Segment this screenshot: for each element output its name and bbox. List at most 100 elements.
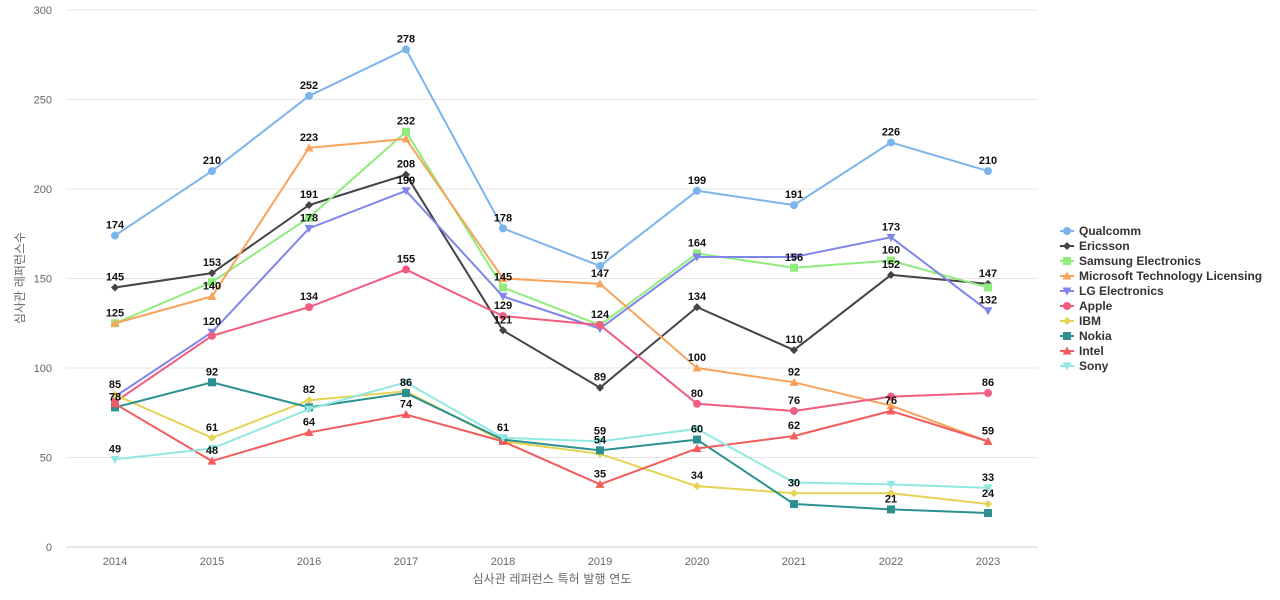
data-point[interactable]: [207, 445, 217, 454]
data-point[interactable]: [304, 405, 314, 414]
data-point[interactable]: [111, 403, 119, 412]
data-point[interactable]: [692, 253, 702, 262]
data-point[interactable]: [111, 231, 119, 240]
legend-label: LG Electronics: [1079, 284, 1164, 298]
data-point[interactable]: [692, 363, 702, 372]
data-point[interactable]: [693, 186, 701, 195]
legend-item[interactable]: Sony: [1060, 359, 1109, 373]
legend-item[interactable]: Intel: [1060, 344, 1104, 358]
data-point[interactable]: [305, 91, 313, 100]
data-point[interactable]: [692, 425, 702, 434]
data-point[interactable]: [401, 187, 411, 196]
data-point[interactable]: [596, 446, 604, 455]
legend-item[interactable]: IBM: [1060, 314, 1101, 328]
data-point[interactable]: [984, 508, 992, 517]
data-point[interactable]: [886, 406, 896, 415]
data-point[interactable]: [498, 434, 508, 443]
data-point[interactable]: [886, 480, 896, 489]
data-point[interactable]: [984, 283, 992, 292]
data-point[interactable]: [596, 383, 604, 392]
data-point[interactable]: [789, 479, 799, 488]
data-point[interactable]: [499, 224, 507, 233]
data-point[interactable]: [498, 292, 508, 301]
data-point[interactable]: [790, 406, 798, 415]
data-point[interactable]: [789, 377, 799, 386]
data-point[interactable]: [790, 201, 798, 210]
data-point[interactable]: [887, 489, 895, 498]
data-point[interactable]: [790, 489, 798, 498]
data-point[interactable]: [305, 396, 313, 405]
data-point[interactable]: [402, 45, 410, 54]
data-point[interactable]: [305, 213, 313, 222]
data-point[interactable]: [207, 456, 217, 465]
legend-item[interactable]: Ericsson: [1060, 239, 1130, 253]
data-point[interactable]: [596, 261, 604, 270]
data-point[interactable]: [789, 431, 799, 440]
data-point[interactable]: [886, 401, 896, 410]
data-point[interactable]: [984, 500, 992, 509]
data-point[interactable]: [887, 138, 895, 147]
data-point[interactable]: [402, 265, 410, 274]
data-point[interactable]: [983, 307, 993, 316]
data-point[interactable]: [790, 346, 798, 355]
data-point[interactable]: [304, 224, 314, 233]
data-point[interactable]: [401, 410, 411, 419]
data-point[interactable]: [207, 291, 217, 300]
data-point[interactable]: [887, 505, 895, 514]
data-point[interactable]: [402, 389, 410, 398]
data-point[interactable]: [595, 479, 605, 488]
data-point[interactable]: [110, 455, 120, 464]
data-point[interactable]: [498, 274, 508, 282]
data-point[interactable]: [208, 433, 216, 442]
legend-item[interactable]: Microsoft Technology Licensing: [1060, 269, 1262, 283]
data-point[interactable]: [983, 484, 993, 493]
data-point[interactable]: [984, 389, 992, 398]
data-point[interactable]: [208, 167, 216, 176]
data-point[interactable]: [693, 249, 701, 258]
data-point[interactable]: [402, 127, 410, 136]
data-point[interactable]: [208, 378, 216, 387]
data-point[interactable]: [111, 390, 119, 399]
data-point[interactable]: [499, 283, 507, 292]
data-point[interactable]: [499, 312, 507, 321]
legend-item[interactable]: Nokia: [1060, 329, 1112, 343]
data-point[interactable]: [304, 143, 314, 152]
data-point[interactable]: [789, 253, 799, 262]
data-point[interactable]: [305, 303, 313, 312]
data-point[interactable]: [983, 436, 993, 445]
data-point[interactable]: [887, 392, 895, 401]
data-point[interactable]: [887, 256, 895, 265]
legend-item[interactable]: Apple: [1060, 299, 1113, 313]
data-point[interactable]: [886, 233, 896, 242]
data-point[interactable]: [305, 201, 313, 210]
y-tick-label: 100: [34, 363, 52, 375]
data-point[interactable]: [402, 170, 410, 179]
data-point[interactable]: [595, 279, 605, 288]
data-point[interactable]: [208, 331, 216, 340]
data-point[interactable]: [208, 269, 216, 278]
legend-item[interactable]: Samsung Electronics: [1060, 254, 1201, 268]
data-point[interactable]: [595, 437, 605, 446]
data-point[interactable]: [984, 167, 992, 176]
data-point[interactable]: [110, 318, 120, 327]
data-point[interactable]: [596, 321, 604, 330]
data-point[interactable]: [693, 303, 701, 312]
data-point[interactable]: [401, 134, 411, 143]
data-point[interactable]: [111, 283, 119, 292]
data-label: 82: [303, 384, 315, 396]
data-point[interactable]: [790, 500, 798, 509]
data-point[interactable]: [693, 482, 701, 491]
data-point[interactable]: [887, 270, 895, 279]
legend-item[interactable]: LG Electronics: [1060, 284, 1164, 298]
data-point[interactable]: [401, 378, 411, 387]
data-point[interactable]: [110, 399, 120, 408]
data-point[interactable]: [304, 427, 314, 436]
data-point[interactable]: [208, 278, 216, 287]
legend-item[interactable]: Qualcomm: [1060, 224, 1141, 238]
data-label: 232: [397, 116, 415, 128]
data-point[interactable]: [790, 263, 798, 272]
data-point[interactable]: [692, 444, 702, 453]
data-point[interactable]: [499, 326, 507, 335]
data-point[interactable]: [693, 399, 701, 408]
data-point[interactable]: [693, 435, 701, 444]
